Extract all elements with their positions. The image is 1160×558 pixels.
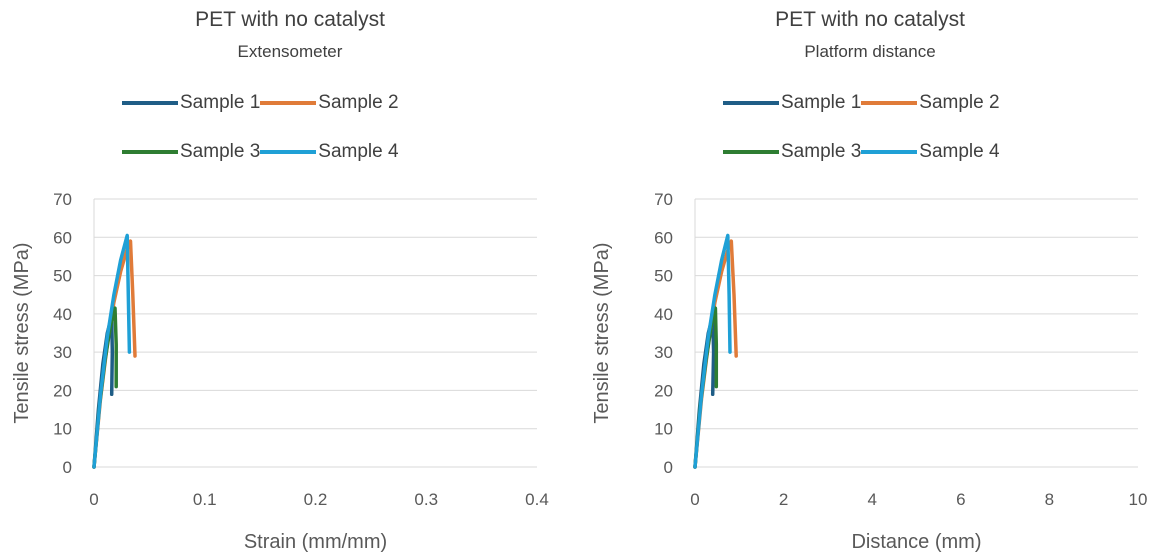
y-tick-label: 40 xyxy=(53,305,72,324)
y-tick-label: 50 xyxy=(654,267,673,286)
legend-label: Sample 4 xyxy=(318,141,399,162)
legend-item-sample-2: Sample 2 xyxy=(861,92,1000,114)
x-tick-label: 2 xyxy=(779,490,788,509)
legend-swatch xyxy=(861,101,918,105)
x-axis-title: Strain (mm/mm) xyxy=(244,531,387,553)
y-tick-label: 20 xyxy=(654,381,673,400)
legend-label: Sample 4 xyxy=(919,141,1000,162)
y-tick-label: 30 xyxy=(654,343,673,362)
y-tick-label: 70 xyxy=(654,190,673,209)
y-axis-title: Tensile stress (MPa) xyxy=(11,242,33,423)
legend-item-sample-1: Sample 1 xyxy=(122,92,260,114)
legend-item-sample-4: Sample 4 xyxy=(861,141,1000,163)
x-tick-label: 0 xyxy=(89,490,98,509)
legend-label: Sample 3 xyxy=(781,141,862,162)
y-tick-label: 0 xyxy=(664,458,673,477)
legend-label: Sample 3 xyxy=(180,141,261,162)
legend-row-1: Sample 1 Sample 2 xyxy=(122,92,399,114)
x-tick-label: 8 xyxy=(1045,490,1054,509)
legend-swatch xyxy=(723,150,779,154)
legend-item-sample-4: Sample 4 xyxy=(260,141,399,163)
legend-label: Sample 1 xyxy=(781,92,862,113)
x-tick-label: 0 xyxy=(690,490,699,509)
chart-extensometer: PET with no catalyst Extensometer Sample… xyxy=(11,8,549,553)
chart-title: PET with no catalyst xyxy=(195,8,385,31)
y-tick-label: 10 xyxy=(654,420,673,439)
chart-subtitle: Platform distance xyxy=(804,42,936,61)
legend-label: Sample 2 xyxy=(919,92,1000,113)
x-axis-title: Distance (mm) xyxy=(851,531,981,553)
y-tick-label: 10 xyxy=(53,420,72,439)
legend-row-2: Sample 3 Sample 4 xyxy=(723,141,1000,163)
x-tick-label: 0.3 xyxy=(414,490,438,509)
chart-platform-distance: PET with no catalyst Platform distance S… xyxy=(580,0,1160,558)
y-tick-label: 40 xyxy=(654,305,673,324)
legend-swatch xyxy=(122,150,178,154)
x-tick-label: 6 xyxy=(956,490,965,509)
y-tick-label: 30 xyxy=(53,343,72,362)
legend-swatch xyxy=(723,101,779,105)
legend-swatch xyxy=(260,150,317,154)
y-tick-label: 50 xyxy=(53,267,72,286)
x-tick-label: 0.4 xyxy=(525,490,549,509)
legend-swatch xyxy=(861,150,918,154)
y-tick-label: 0 xyxy=(63,458,72,477)
chart-subtitle: Extensometer xyxy=(237,42,343,61)
legend-row-2: Sample 3 Sample 4 xyxy=(122,141,399,163)
x-tick-label: 4 xyxy=(867,490,876,509)
legend-item-sample-3: Sample 3 xyxy=(122,141,260,163)
legend-item-sample-1: Sample 1 xyxy=(723,92,861,114)
y-tick-label: 70 xyxy=(53,190,72,209)
x-tick-label: 10 xyxy=(1129,490,1148,509)
legend-item-sample-3: Sample 3 xyxy=(723,141,861,163)
y-tick-label: 20 xyxy=(53,381,72,400)
y-tick-label: 60 xyxy=(53,228,72,247)
legend-item-sample-2: Sample 2 xyxy=(260,92,399,114)
series-line-sample-4 xyxy=(92,233,132,469)
x-tick-label: 0.1 xyxy=(193,490,217,509)
legend-label: Sample 1 xyxy=(180,92,261,113)
chart-title: PET with no catalyst xyxy=(775,8,965,31)
series-line-sample-4 xyxy=(693,233,732,469)
y-tick-label: 60 xyxy=(654,228,673,247)
legend-row-1: Sample 1 Sample 2 xyxy=(723,92,1000,114)
legend-swatch xyxy=(260,101,317,105)
plot-area: 0 10 20 30 40 50 60 70 0 0.1 0.2 0.3 0.4 Strain (mm/m… xyxy=(11,190,549,553)
legend-label: Sample 2 xyxy=(318,92,399,113)
legend-swatch xyxy=(122,101,178,105)
y-axis-title: Tensile stress (MPa) xyxy=(591,242,613,423)
plot-area: 0 10 20 30 40 50 60 70 0 2 4 6 8 10 Distance (mm) Tensi… xyxy=(591,190,1148,553)
x-tick-label: 0.2 xyxy=(304,490,328,509)
